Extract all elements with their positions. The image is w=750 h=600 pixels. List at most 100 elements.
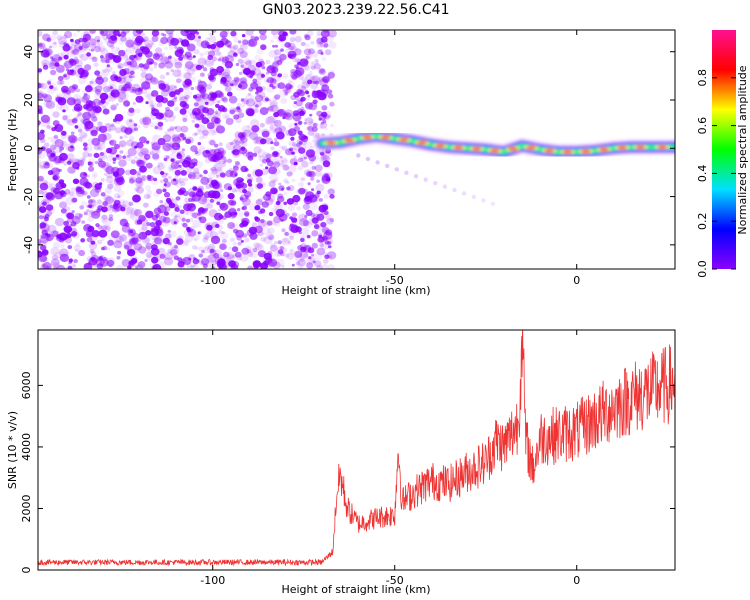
- noise-blob: [84, 85, 93, 93]
- noise-blob: [286, 171, 293, 177]
- noise-blob: [256, 183, 264, 189]
- noise-blob: [313, 63, 321, 70]
- noise-blob: [100, 68, 110, 77]
- noise-blob: [162, 237, 170, 245]
- noise-blob: [190, 166, 194, 170]
- noise-blob: [218, 243, 227, 250]
- noise-blob: [292, 110, 300, 117]
- noise-blob: [163, 191, 171, 198]
- noise-blob: [233, 37, 239, 43]
- noise-blob: [221, 56, 230, 63]
- noise-blob: [191, 119, 195, 123]
- noise-blob: [296, 187, 304, 194]
- noise-blob: [126, 248, 131, 252]
- spectrogram-x-label: Height of straight line (km): [281, 284, 430, 297]
- noise-blob: [42, 64, 49, 70]
- noise-blob: [250, 119, 260, 128]
- noise-blob: [120, 206, 126, 212]
- noise-blob: [230, 31, 238, 39]
- noise-blob: [240, 64, 244, 68]
- noise-blob: [184, 51, 192, 58]
- noise-blob: [103, 173, 107, 176]
- noise-blob: [91, 261, 97, 266]
- noise-blob: [122, 68, 130, 75]
- noise-blob: [237, 211, 244, 218]
- noise-blob: [90, 38, 96, 44]
- noise-blob: [267, 234, 275, 241]
- noise-blob: [280, 48, 284, 52]
- noise-blob: [63, 220, 70, 226]
- noise-blob: [293, 200, 298, 205]
- noise-blob: [209, 75, 216, 82]
- noise-blob: [74, 59, 83, 68]
- noise-blob: [320, 121, 324, 125]
- noise-blob: [107, 183, 114, 190]
- noise-blob: [52, 145, 61, 153]
- noise-blob: [42, 62, 48, 67]
- noise-blob: [113, 199, 121, 206]
- noise-blob: [259, 101, 263, 106]
- noise-blob: [308, 256, 312, 260]
- noise-blob: [287, 50, 297, 60]
- noise-blob: [60, 130, 67, 136]
- noise-blob: [319, 48, 323, 52]
- noise-blob: [209, 248, 215, 254]
- noise-blob: [50, 167, 60, 176]
- noise-blob: [87, 216, 94, 222]
- noise-blob: [63, 205, 70, 212]
- noise-blob: [213, 162, 223, 171]
- noise-blob: [309, 62, 318, 70]
- noise-blob: [66, 134, 71, 139]
- noise-blob: [205, 42, 209, 46]
- noise-blob: [69, 59, 76, 65]
- noise-blob: [98, 182, 103, 186]
- noise-blob: [120, 31, 127, 38]
- noise-blob: [127, 154, 131, 158]
- noise-blob: [95, 89, 101, 95]
- noise-blob: [164, 61, 174, 69]
- noise-blob: [38, 132, 45, 140]
- noise-blob: [284, 253, 290, 258]
- noise-blob: [221, 58, 229, 66]
- noise-blob: [321, 203, 329, 210]
- noise-blob: [216, 51, 222, 56]
- noise-blob: [287, 204, 295, 211]
- noise-blob: [125, 118, 135, 127]
- noise-blob: [223, 159, 228, 163]
- noise-blob: [288, 164, 297, 173]
- noise-blob: [115, 103, 119, 106]
- noise-blob: [107, 239, 114, 246]
- noise-blob: [235, 183, 242, 189]
- noise-blob: [70, 187, 77, 193]
- noise-blob: [282, 111, 291, 120]
- noise-blob: [234, 173, 238, 177]
- noise-blob: [51, 261, 60, 269]
- noise-blob: [86, 174, 90, 178]
- noise-blob: [201, 249, 205, 254]
- noise-blob: [60, 50, 70, 59]
- noise-blob: [278, 163, 284, 167]
- noise-blob: [131, 83, 141, 92]
- noise-blob: [325, 214, 333, 221]
- noise-blob: [105, 225, 111, 231]
- noise-blob: [106, 85, 114, 92]
- noise-blob: [151, 142, 161, 151]
- noise-blob: [205, 83, 213, 90]
- noise-blob: [82, 151, 90, 158]
- noise-blob: [114, 113, 124, 122]
- noise-blob: [279, 155, 283, 159]
- noise-blob: [115, 37, 119, 40]
- spectrogram-y-tick-label: 40: [22, 45, 35, 59]
- noise-blob: [322, 160, 331, 168]
- noise-blob: [78, 128, 83, 133]
- noise-blob: [149, 151, 154, 156]
- noise-blob: [83, 224, 92, 232]
- noise-blob: [112, 55, 122, 63]
- noise-blob: [82, 190, 88, 196]
- noise-blob: [79, 96, 86, 102]
- noise-blob: [135, 95, 144, 103]
- noise-blob: [128, 119, 133, 123]
- noise-blob: [215, 103, 220, 108]
- noise-blob: [129, 168, 137, 176]
- noise-blob: [231, 170, 235, 174]
